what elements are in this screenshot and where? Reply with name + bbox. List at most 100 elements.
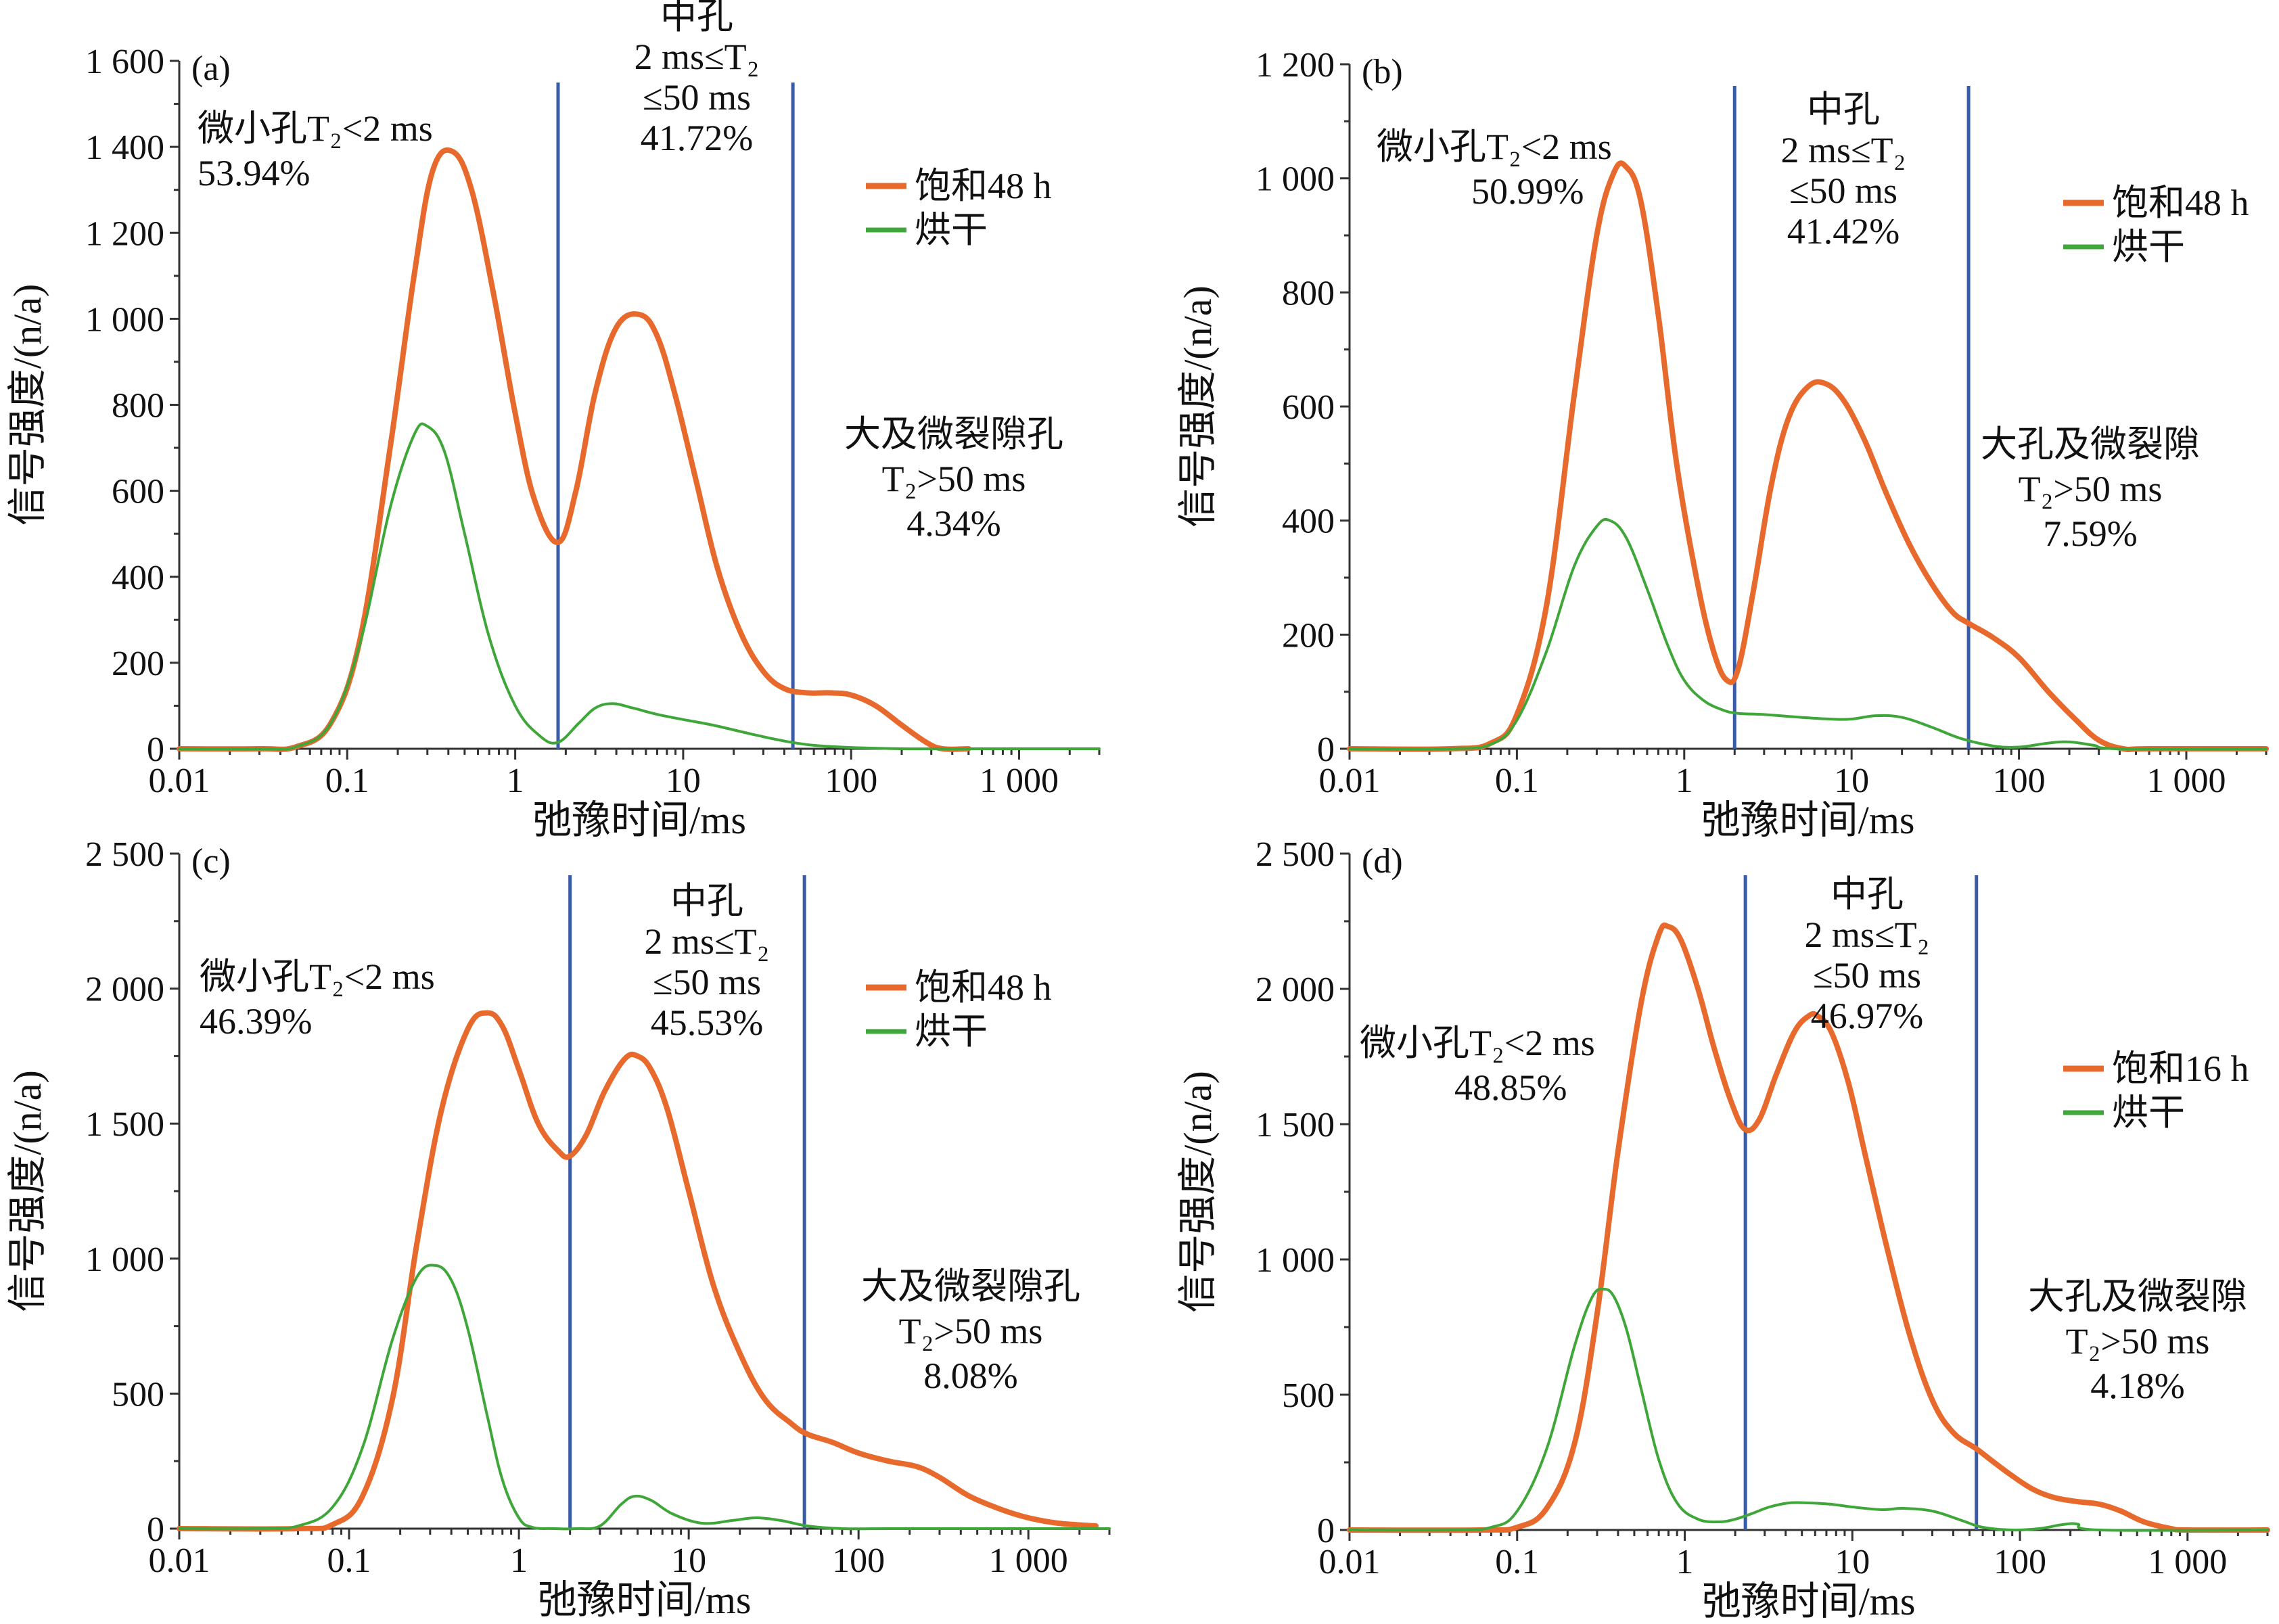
x-tick-label: 0.1: [1495, 762, 1539, 800]
mid-pore-range-1: 2 ms≤T₂: [645, 921, 770, 962]
large-pore-title: 大及微裂隙孔: [844, 414, 1063, 455]
x-tick-label: 1 000: [989, 1541, 1068, 1580]
panel-label: (d): [1362, 842, 1403, 881]
small-pore-percent: 50.99%: [1471, 171, 1584, 212]
mid-pore-title: 中孔: [660, 0, 733, 37]
x-tick-label: 1: [1676, 1543, 1694, 1581]
y-tick-label: 1 000: [85, 300, 164, 339]
dried-curve: [178, 1263, 1111, 1531]
mid-pore-range-1: 2 ms≤T₂: [1781, 130, 1906, 170]
large-pore-range: T₂>50 ms: [2066, 1321, 2210, 1362]
y-tick-label: 0: [147, 1510, 164, 1549]
y-tick-label: 0: [1317, 1512, 1335, 1550]
x-tick-label: 10: [1835, 1543, 1870, 1581]
large-pore-title: 大孔及微裂隙: [2028, 1276, 2247, 1317]
large-pore-percent: 4.18%: [2090, 1366, 2184, 1406]
y-axis-title: 信号强度/(n/a): [1176, 285, 1220, 528]
x-axis-title: 弛豫时间/ms: [1702, 1579, 1916, 1623]
y-tick-label: 200: [112, 645, 164, 683]
x-tick-label: 10: [1834, 762, 1869, 800]
mid-pore-range-2: ≤50 ms: [1813, 955, 1921, 996]
legend-saturated-label: 饱和48 h: [2112, 183, 2249, 223]
large-pore-range: T₂>50 ms: [882, 459, 1026, 499]
y-tick-label: 1 400: [85, 129, 164, 167]
y-tick-label: 1 200: [1256, 46, 1335, 85]
x-tick-label: 0.1: [325, 762, 369, 800]
x-tick-label: 0.01: [1319, 762, 1381, 800]
y-tick-label: 2 500: [1256, 835, 1335, 874]
x-tick-label: 100: [825, 762, 877, 800]
x-tick-label: 1: [507, 762, 524, 800]
mid-pore-title: 中孔: [1807, 89, 1880, 130]
small-pore-title: 微小孔T₂<2 ms: [1360, 1023, 1595, 1063]
y-tick-label: 600: [1282, 388, 1335, 427]
large-pore-title: 大孔及微裂隙: [1981, 424, 2200, 465]
legend-dried-label: 烘干: [2112, 1092, 2185, 1133]
panel-b: 0 200 400 600 800 1 000 1 200 0.01 0.1 1 10 100 1 00…: [1176, 46, 2269, 842]
large-pore-percent: 4.34%: [906, 503, 1000, 544]
x-tick-label: 100: [1994, 1543, 2046, 1581]
x-axis-title: 弛豫时间/ms: [532, 798, 746, 842]
y-tick-label: 1 000: [1256, 160, 1335, 199]
y-axis-title: 信号强度/(n/a): [5, 284, 49, 526]
x-tick-label: 0.01: [149, 1541, 210, 1580]
x-axis-title: 弛豫时间/ms: [538, 1578, 752, 1622]
y-tick-label: 2 000: [1256, 971, 1335, 1009]
mid-pore-title: 中孔: [1831, 874, 1904, 914]
saturated-curve: [1347, 160, 2269, 753]
large-pore-percent: 7.59%: [2043, 513, 2137, 554]
large-pore-title: 大及微裂隙孔: [861, 1266, 1080, 1307]
x-tick-label: 1 000: [2146, 762, 2226, 800]
large-pore-range: T₂>50 ms: [2019, 469, 2163, 509]
small-pore-title: 微小孔T₂<2 ms: [198, 108, 433, 149]
legend-dried-label: 烘干: [2112, 227, 2185, 267]
mid-pore-percent: 45.53%: [651, 1002, 763, 1043]
mid-pore-percent: 41.72%: [641, 118, 753, 158]
panel-a: 0 200 400 600 800 1 000 1 200 1 400 1 600 0.01 0.1…: [5, 0, 1101, 842]
y-tick-label: 1 000: [85, 1240, 164, 1279]
x-tick-label: 1 000: [2148, 1543, 2227, 1581]
x-tick-label: 1: [1676, 762, 1693, 800]
legend-saturated-label: 饱和48 h: [915, 967, 1052, 1008]
y-tick-label: 800: [1282, 274, 1335, 312]
panel-label: (b): [1362, 53, 1403, 91]
mid-pore-title: 中孔: [670, 881, 743, 921]
y-tick-label: 2 500: [85, 835, 164, 874]
saturated-curve: [1347, 922, 2270, 1533]
mid-pore-range-2: ≤50 ms: [1789, 170, 1897, 211]
small-pore-percent: 46.39%: [200, 1001, 312, 1042]
y-tick-label: 800: [112, 387, 164, 425]
mid-pore-percent: 41.42%: [1787, 211, 1900, 252]
y-tick-label: 1 000: [1256, 1241, 1335, 1280]
y-tick-label: 0: [147, 730, 164, 769]
large-pore-range: T₂>50 ms: [899, 1311, 1043, 1351]
small-pore-percent: 53.94%: [198, 153, 310, 193]
x-tick-label: 10: [666, 762, 701, 800]
legend-saturated-label: 饱和16 h: [2112, 1048, 2249, 1089]
y-tick-label: 1 200: [85, 214, 164, 253]
x-tick-label: 1 000: [980, 762, 1059, 800]
x-tick-label: 0.1: [1495, 1543, 1539, 1581]
mid-pore-range-2: ≤50 ms: [643, 77, 751, 118]
small-pore-title: 微小孔T₂<2 ms: [1377, 126, 1612, 167]
x-tick-label: 10: [671, 1541, 706, 1580]
mid-pore-percent: 46.97%: [1811, 996, 1923, 1036]
panel-d: 0 500 1 000 1 500 2 000 2 500 0.01 0.1 1 10 100 1 0…: [1176, 835, 2270, 1623]
x-tick-label: 1: [510, 1541, 528, 1580]
mid-pore-range-1: 2 ms≤T₂: [635, 37, 760, 77]
y-axis-title: 信号强度/(n/a): [5, 1070, 49, 1312]
y-tick-label: 400: [112, 559, 164, 597]
x-tick-label: 100: [1993, 762, 2046, 800]
legend-saturated-label: 饱和48 h: [915, 166, 1052, 206]
saturated-curve: [177, 1010, 1099, 1532]
panel-c: 0 500 1 000 1 500 2 000 2 500 0.01 0.1 1 10 100 1 0…: [5, 835, 1111, 1622]
y-tick-label: 1 500: [1256, 1106, 1335, 1144]
small-pore-percent: 48.85%: [1454, 1067, 1567, 1108]
y-tick-label: 0: [1317, 730, 1335, 769]
large-pore-percent: 8.08%: [923, 1355, 1017, 1396]
dried-curve: [1348, 517, 2268, 751]
y-tick-label: 1 500: [85, 1105, 164, 1144]
y-tick-label: 600: [112, 473, 164, 511]
x-tick-label: 0.1: [327, 1541, 371, 1580]
